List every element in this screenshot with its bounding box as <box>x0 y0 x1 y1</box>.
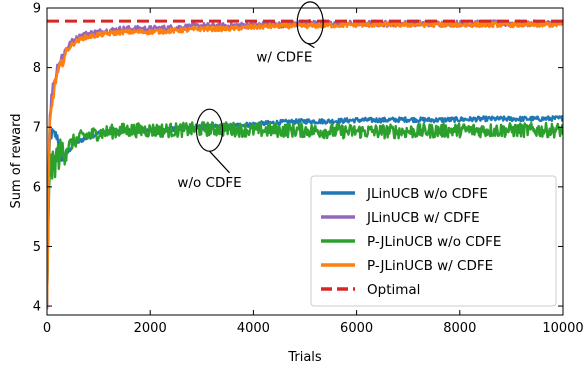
legend-label-2: P-JLinUCB w/o CDFE <box>367 234 501 250</box>
y-tick-label-5: 9 <box>33 2 41 17</box>
series-layer <box>47 19 563 310</box>
y-tick-label-4: 8 <box>33 61 41 76</box>
series-line-2 <box>47 121 563 300</box>
legend-label-0: JLinUCB w/o CDFE <box>366 186 488 202</box>
annotation-pointer-1 <box>209 150 230 174</box>
annotation-label-1: w/o CDFE <box>177 175 241 191</box>
tick-layer: 0 2000 4000 6000 8000 10000 4 5 6 7 8 9 <box>33 2 584 337</box>
x-tick-label-0: 0 <box>43 321 51 336</box>
x-tick-label-5: 10000 <box>542 321 583 336</box>
series-line-3 <box>47 21 563 309</box>
legend-box <box>310 175 557 307</box>
y-axis-label: Sum of reward <box>9 114 24 209</box>
y-tick-label-3: 7 <box>33 121 41 136</box>
y-tick-label-1: 5 <box>33 240 41 255</box>
y-tick-label-0: 4 <box>33 300 41 315</box>
x-tick-label-2: 4000 <box>237 321 270 336</box>
legend-label-4: Optimal <box>367 282 420 298</box>
legend: JLinUCB w/o CDFE JLinUCB w/ CDFE P-JLinUCB… <box>310 175 557 307</box>
x-tick-label-3: 6000 <box>340 321 373 336</box>
y-tick-label-2: 6 <box>33 180 41 195</box>
legend-label-1: JLinUCB w/ CDFE <box>366 210 480 226</box>
annotation-label-0: w/ CDFE <box>256 50 312 66</box>
legend-label-3: P-JLinUCB w/ CDFE <box>367 258 493 274</box>
x-axis-label: Trials <box>287 350 322 365</box>
x-tick-label-4: 8000 <box>443 321 476 336</box>
annotation-layer: w/ CDFE w/o CDFE <box>177 1 324 191</box>
annotation-pointer-0 <box>307 43 315 49</box>
x-tick-label-1: 2000 <box>134 321 167 336</box>
series-line-1 <box>47 19 563 310</box>
annotation-ellipse-0 <box>296 1 324 45</box>
plot-frame <box>46 7 564 316</box>
